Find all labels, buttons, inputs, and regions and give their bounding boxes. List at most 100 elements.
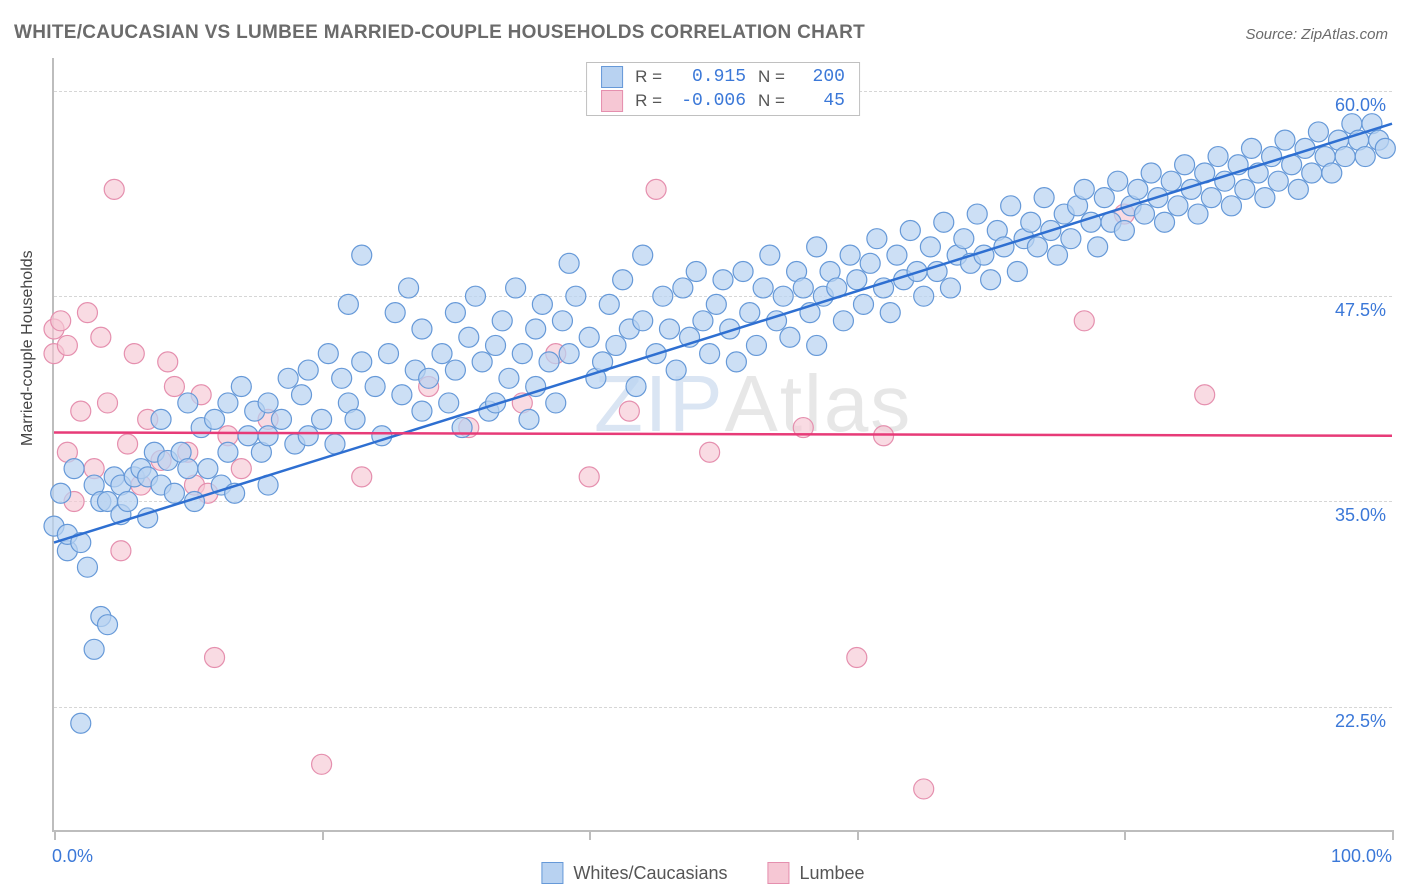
- data-point: [526, 319, 546, 339]
- data-point: [164, 377, 184, 397]
- data-point: [419, 368, 439, 388]
- data-point: [954, 229, 974, 249]
- data-point: [559, 253, 579, 273]
- data-point: [633, 311, 653, 331]
- data-point: [914, 779, 934, 799]
- data-point: [773, 286, 793, 306]
- data-point: [1195, 385, 1215, 405]
- data-point: [332, 368, 352, 388]
- data-point: [345, 409, 365, 429]
- data-point: [432, 344, 452, 364]
- data-point: [1108, 171, 1128, 191]
- data-point: [98, 615, 118, 635]
- data-point: [298, 426, 318, 446]
- data-point: [1322, 163, 1342, 183]
- data-point: [1335, 147, 1355, 167]
- data-point: [606, 335, 626, 355]
- data-point: [312, 754, 332, 774]
- data-point: [499, 368, 519, 388]
- n-label-0: N =: [758, 67, 785, 87]
- data-point: [579, 327, 599, 347]
- data-point: [1188, 204, 1208, 224]
- data-point: [385, 303, 405, 323]
- data-point: [158, 352, 178, 372]
- data-point: [1255, 188, 1275, 208]
- n-value-0: 200: [797, 67, 845, 87]
- x-tick: [322, 830, 324, 840]
- data-point: [111, 541, 131, 561]
- data-point: [412, 319, 432, 339]
- data-point: [666, 360, 686, 380]
- data-point: [164, 483, 184, 503]
- legend-bottom-label-1: Lumbee: [800, 863, 865, 884]
- data-point: [51, 311, 71, 331]
- data-point: [271, 409, 291, 429]
- data-point: [1175, 155, 1195, 175]
- data-point: [686, 262, 706, 282]
- data-point: [981, 270, 1001, 290]
- data-point: [673, 278, 693, 298]
- data-point: [205, 648, 225, 668]
- trend-line: [54, 124, 1392, 543]
- data-point: [118, 434, 138, 454]
- data-point: [619, 401, 639, 421]
- data-point: [1155, 212, 1175, 232]
- data-point: [733, 262, 753, 282]
- n-value-1: 45: [797, 91, 845, 111]
- data-point: [238, 426, 258, 446]
- data-point: [338, 294, 358, 314]
- data-point: [1141, 163, 1161, 183]
- data-point: [292, 385, 312, 405]
- data-point: [1114, 220, 1134, 240]
- data-point: [57, 335, 77, 355]
- data-point: [312, 409, 332, 429]
- data-point: [940, 278, 960, 298]
- data-point: [633, 245, 653, 265]
- y-tick-label: 60.0%: [1335, 95, 1386, 116]
- data-point: [325, 434, 345, 454]
- data-point: [472, 352, 492, 372]
- legend-swatch-1: [601, 90, 623, 112]
- data-point: [71, 401, 91, 421]
- data-point: [860, 253, 880, 273]
- data-point: [1302, 163, 1322, 183]
- data-point: [1034, 188, 1054, 208]
- data-point: [853, 294, 873, 314]
- legend-item-1: Lumbee: [768, 862, 865, 884]
- data-point: [653, 286, 673, 306]
- data-point: [934, 212, 954, 232]
- data-point: [178, 393, 198, 413]
- data-point: [1242, 138, 1262, 158]
- legend-bottom-label-0: Whites/Caucasians: [573, 863, 727, 884]
- data-point: [1007, 262, 1027, 282]
- data-point: [1061, 229, 1081, 249]
- x-min-label: 0.0%: [52, 846, 93, 867]
- data-point: [793, 278, 813, 298]
- data-point: [392, 385, 412, 405]
- data-point: [278, 368, 298, 388]
- data-point: [1088, 237, 1108, 257]
- data-point: [967, 204, 987, 224]
- data-point: [1355, 147, 1375, 167]
- data-point: [753, 278, 773, 298]
- r-value-1: -0.006: [674, 91, 746, 111]
- data-point: [1094, 188, 1114, 208]
- data-point: [646, 179, 666, 199]
- data-point: [198, 459, 218, 479]
- data-point: [566, 286, 586, 306]
- data-point: [613, 270, 633, 290]
- data-point: [706, 294, 726, 314]
- y-tick-label: 22.5%: [1335, 711, 1386, 732]
- data-point: [178, 459, 198, 479]
- data-point: [352, 352, 372, 372]
- data-point: [546, 393, 566, 413]
- data-point: [887, 245, 907, 265]
- data-point: [77, 557, 97, 577]
- x-tick: [1392, 830, 1394, 840]
- data-point: [840, 245, 860, 265]
- legend-row-series-0: R = 0.915 N = 200: [587, 65, 859, 89]
- data-point: [900, 220, 920, 240]
- data-point: [552, 311, 572, 331]
- data-point: [1074, 311, 1094, 331]
- data-point: [1001, 196, 1021, 216]
